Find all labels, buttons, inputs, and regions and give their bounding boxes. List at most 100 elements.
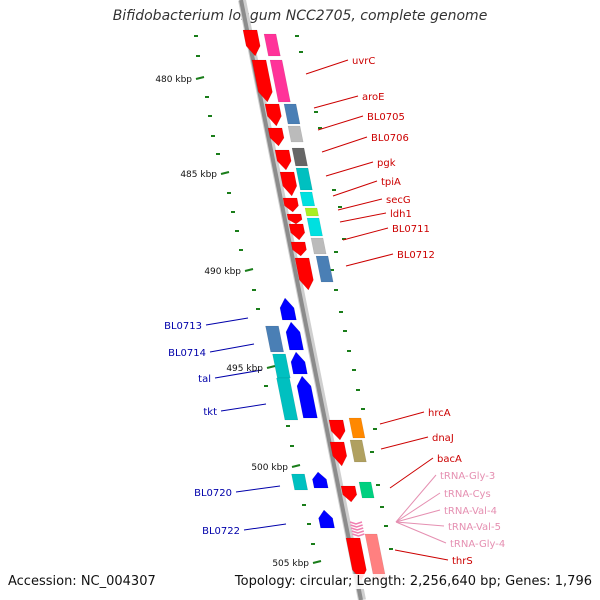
gene-arrow-aroE[interactable]: [264, 103, 282, 127]
leader-line: [220, 403, 267, 412]
leader-line: [395, 509, 441, 523]
ruler-label: 505 kbp: [272, 559, 309, 569]
trna-feature[interactable]: [351, 530, 365, 534]
leader-line: [339, 212, 387, 223]
leader-line: [395, 521, 447, 544]
leader-line: [332, 180, 378, 197]
leader-line: [394, 549, 449, 561]
leader-line: [345, 253, 394, 267]
label-tRNA-Val-4[interactable]: tRNA-Val-4: [444, 506, 497, 517]
summary-text: Topology: circular; Length: 2,256,640 bp…: [234, 574, 592, 589]
ruler-label: 480 kbp: [155, 75, 192, 85]
gene-arrow-hrcA[interactable]: [328, 419, 346, 441]
gene-block-dnaJ: [349, 439, 367, 463]
label-BL0720[interactable]: BL0720: [194, 488, 232, 499]
leader-line: [337, 198, 383, 211]
gene-arrow-uvrC[interactable]: [251, 59, 273, 103]
gene-arrow-BL0705[interactable]: [267, 127, 285, 147]
backbone: [239, 0, 363, 600]
label-BL0714[interactable]: BL0714: [168, 348, 206, 359]
ruler-major-tick: [291, 464, 301, 468]
label-BL0705[interactable]: BL0705: [367, 112, 405, 123]
trna-feature[interactable]: [352, 533, 365, 537]
gene-arrow[interactable]: [294, 257, 314, 291]
label-aroE[interactable]: aroE: [362, 92, 384, 103]
leader-line: [389, 457, 434, 489]
leader-line: [395, 474, 437, 523]
ruler-label: 495 kbp: [226, 364, 263, 374]
gene-arrow-BL0713[interactable]: [279, 297, 297, 321]
label-BL0706[interactable]: BL0706: [371, 133, 409, 144]
label-tal[interactable]: tal: [198, 374, 211, 385]
gene-arrow-BL0722[interactable]: [318, 509, 335, 529]
ruler-label: 500 kbp: [251, 463, 288, 473]
label-tpiA[interactable]: tpiA: [381, 177, 401, 188]
gene-block-hrcA: [348, 417, 366, 439]
gene-block-aroE: [283, 103, 301, 125]
label-thrS[interactable]: thrS: [452, 556, 473, 567]
gene-block-BL0711: [310, 237, 327, 255]
label-tRNA-Cys[interactable]: tRNA-Cys: [444, 489, 491, 500]
leader-line: [243, 523, 287, 531]
label-tRNA-Val-5[interactable]: tRNA-Val-5: [448, 522, 501, 533]
gene-arrow-tpiA[interactable]: [279, 171, 298, 197]
gene-arrow-BL0711[interactable]: [288, 223, 306, 241]
gene-block: [263, 33, 281, 57]
gene-arrow-secG[interactable]: [282, 197, 299, 213]
gene-arrow-BL0714[interactable]: [285, 321, 304, 351]
leader-line: [313, 95, 359, 109]
gene-arrow-pgk[interactable]: [274, 149, 292, 171]
leader-line: [395, 521, 445, 527]
gene-arrow-BL0720[interactable]: [312, 471, 329, 489]
label-dnaJ[interactable]: dnaJ: [432, 433, 454, 444]
ruler-label: 490 kbp: [204, 267, 241, 277]
gene-arrow-tal[interactable]: [290, 351, 308, 375]
ruler-major-tick: [195, 76, 205, 80]
label-uvrC[interactable]: uvrC: [352, 56, 375, 67]
gene-arrow-ldh1[interactable]: [286, 213, 303, 225]
leader-line: [380, 436, 429, 450]
gene-block-BL0706: [291, 147, 308, 167]
label-ldh1[interactable]: ldh1: [390, 209, 412, 220]
gene-arrow[interactable]: [242, 29, 261, 57]
label-hrcA[interactable]: hrcA: [428, 408, 451, 419]
gene-block-tal: [272, 353, 291, 379]
ruler-major-tick: [266, 365, 276, 369]
gene-arrow-BL0712[interactable]: [290, 241, 307, 257]
accession-text: Accession: NC_004307: [8, 574, 156, 589]
gene-block-bacA: [358, 481, 375, 499]
leader-line: [321, 136, 368, 153]
label-BL0712[interactable]: BL0712: [397, 250, 435, 261]
label-tRNA-Gly-4[interactable]: tRNA-Gly-4: [450, 539, 505, 550]
label-BL0722[interactable]: BL0722: [202, 526, 240, 537]
ruler-major-tick: [312, 560, 322, 564]
gene-block-uvrC: [269, 59, 291, 103]
gene-arrow-bacA[interactable]: [340, 485, 358, 503]
label-bacA[interactable]: bacA: [437, 454, 462, 465]
gene-block-BL0712: [315, 255, 334, 283]
label-tRNA-Gly-3[interactable]: tRNA-Gly-3: [440, 471, 495, 482]
trna-feature[interactable]: [349, 521, 363, 525]
gene-arrow-tkt[interactable]: [296, 375, 318, 419]
gene-block-secG: [304, 207, 319, 217]
leader-line: [305, 59, 349, 75]
trna-feature[interactable]: [350, 524, 363, 528]
gene-block-ldh1: [306, 217, 323, 237]
label-BL0713[interactable]: BL0713: [164, 321, 202, 332]
map-title: Bifidobacterium longum NCC2705, complete…: [112, 8, 488, 24]
gene-arrow-dnaJ[interactable]: [329, 441, 348, 467]
label-tkt[interactable]: tkt: [203, 407, 217, 418]
label-pgk[interactable]: pgk: [377, 158, 396, 169]
leader-line: [205, 317, 249, 326]
trna-feature[interactable]: [350, 527, 364, 531]
leader-line: [342, 227, 389, 241]
leader-line: [317, 115, 364, 131]
leader-line: [214, 369, 263, 379]
leader-line: [379, 411, 425, 425]
label-BL0711[interactable]: BL0711: [392, 224, 430, 235]
gene-block-BL0714: [265, 325, 285, 353]
gene-block-BL0705: [287, 125, 304, 143]
leader-line: [395, 492, 441, 523]
label-secG[interactable]: secG: [386, 195, 411, 206]
